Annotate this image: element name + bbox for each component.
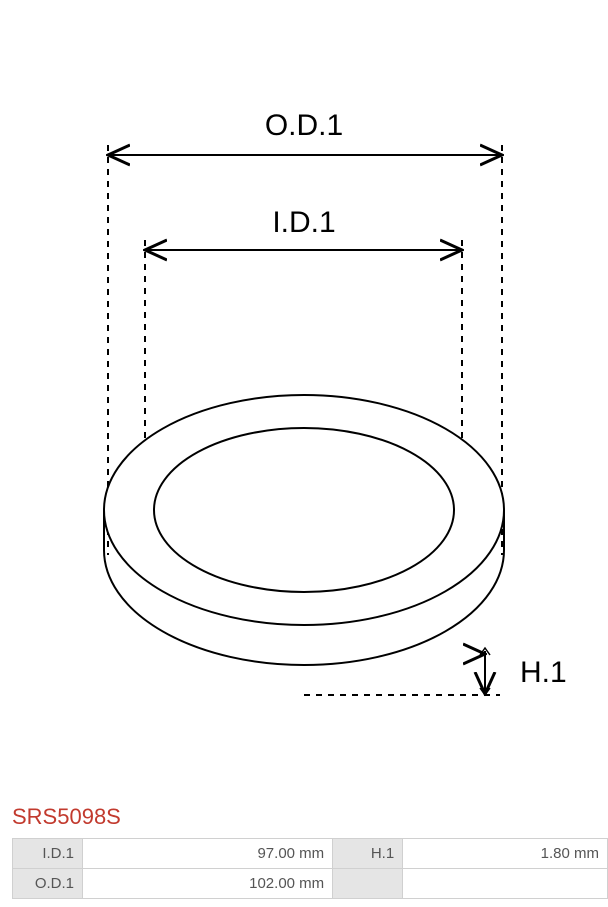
h1-dim-label: H.1 [520,656,567,689]
h1-value: 1.80 mm [403,839,608,869]
id1-label: I.D.1 [13,839,83,869]
technical-diagram: O.D.1 I.D.1 H.1 [0,0,608,800]
od1-label: O.D.1 [13,869,83,899]
ring-top-inner [154,428,454,592]
empty-cell [333,869,403,899]
od1-dim-label: O.D.1 [265,109,343,142]
h1-label: H.1 [333,839,403,869]
part-number: SRS5098S [12,804,608,830]
table-row: O.D.1 102.00 mm [13,869,608,899]
table-row: I.D.1 97.00 mm H.1 1.80 mm [13,839,608,869]
empty-cell [403,869,608,899]
spec-table: I.D.1 97.00 mm H.1 1.80 mm O.D.1 102.00 … [12,838,608,899]
id1-dim-label: I.D.1 [272,206,335,239]
od1-value: 102.00 mm [83,869,333,899]
id1-value: 97.00 mm [83,839,333,869]
